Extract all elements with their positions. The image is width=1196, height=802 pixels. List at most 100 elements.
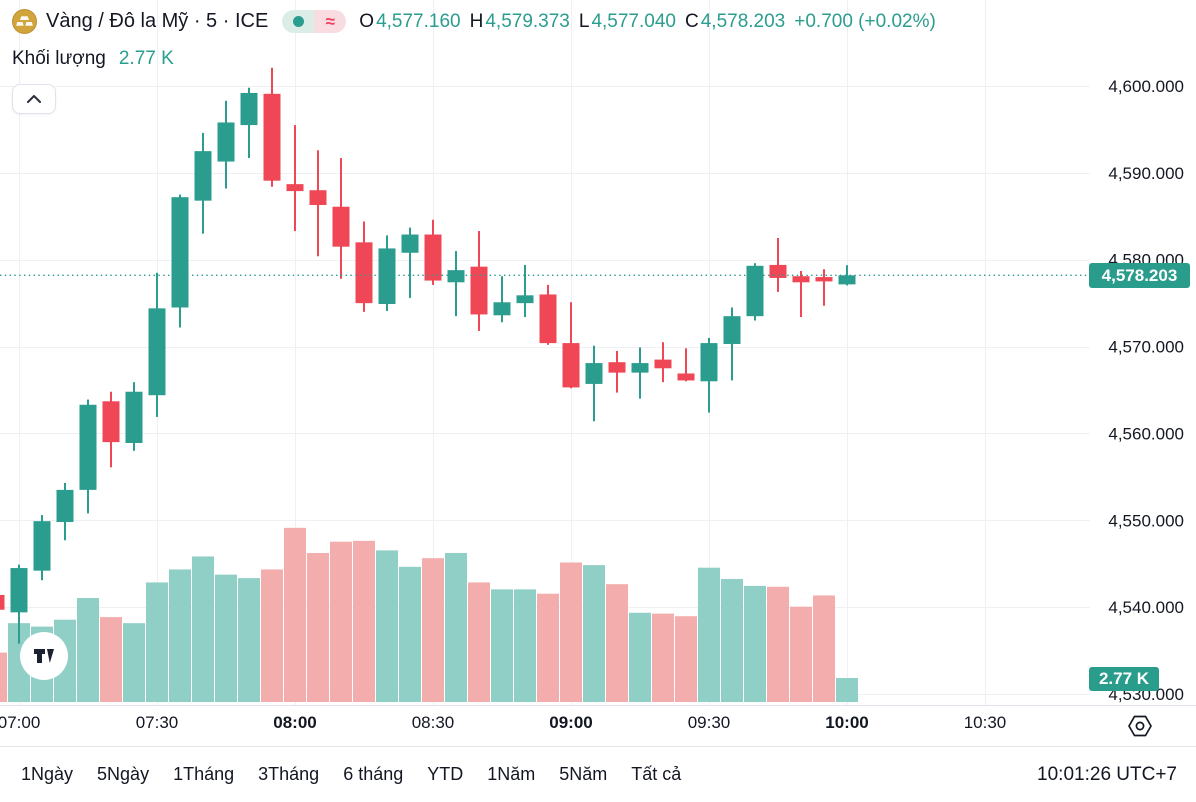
time-axis-label[interactable]: 10:30	[964, 713, 1007, 732]
candle-body	[792, 276, 810, 283]
symbol-legend: Vàng / Đô la Mỹ · 5 · ICE ≈ O 4,577.160 H 4…	[12, 9, 936, 34]
candle-body	[539, 294, 557, 344]
volume-bar	[261, 569, 283, 702]
candle-body	[723, 316, 741, 344]
volume-bar	[422, 558, 444, 702]
candle-body	[33, 521, 51, 571]
candle-body	[562, 343, 580, 388]
candle-body	[838, 275, 856, 285]
range-button-tất-cả[interactable]: Tất cả	[625, 760, 687, 789]
gold-symbol-icon	[12, 9, 37, 34]
volume-bar	[790, 606, 812, 702]
volume-bar	[767, 586, 789, 702]
candle-body	[516, 295, 534, 304]
price-axis-label[interactable]: 4,570.000	[1108, 338, 1184, 357]
candle-body	[378, 248, 396, 305]
candle-wick	[823, 269, 825, 306]
candle-body	[493, 302, 511, 316]
candle-body	[240, 92, 258, 126]
volume-bar	[583, 565, 605, 702]
candle-body	[171, 197, 189, 308]
range-button-ytd[interactable]: YTD	[421, 760, 469, 789]
volume-bar	[698, 567, 720, 702]
volume-bar	[652, 613, 674, 702]
price-axis-label[interactable]: 4,600.000	[1108, 77, 1184, 96]
candle-body	[401, 234, 419, 253]
volume-bar	[491, 589, 513, 702]
range-button-5năm[interactable]: 5Năm	[553, 760, 613, 789]
candle-body	[424, 234, 442, 281]
candle-wick	[501, 276, 503, 323]
volume-bar	[468, 582, 490, 702]
ohlc-letter: H	[469, 10, 484, 32]
candle-wick	[294, 125, 296, 232]
axis-settings-gear-icon[interactable]	[1126, 712, 1154, 740]
ohlc-values: O 4,577.160 H 4,579.373 L 4,577.040 C 4,578.203…	[359, 11, 936, 33]
ohlc-value: 4,578.203	[700, 10, 786, 32]
candle-body	[631, 363, 649, 373]
candle-body	[654, 359, 672, 369]
chart-canvas[interactable]: 4,600.0004,590.0004,580.0004,570.0004,56…	[0, 0, 1196, 745]
price-axis-label[interactable]: 4,560.000	[1108, 424, 1184, 443]
price-axis-label[interactable]: 4,540.000	[1108, 598, 1184, 617]
ohlc-letter: C	[684, 10, 699, 32]
volume-bar	[215, 574, 237, 702]
candle-body	[0, 594, 5, 610]
range-button-5ngày[interactable]: 5Ngày	[91, 760, 155, 789]
time-axis-label[interactable]: 07:30	[136, 713, 179, 732]
price-axis-label[interactable]: 4,550.000	[1108, 511, 1184, 530]
date-range-buttons: 1Ngày 5Ngày 1Tháng 3Tháng 6 tháng YTD 1Năm 5Năm…	[15, 760, 687, 789]
volume-bar	[721, 578, 743, 702]
candle-body	[10, 568, 28, 613]
candle-wick	[639, 347, 641, 399]
ohlc-letter: O	[359, 10, 375, 32]
ohlc-letter: L	[578, 10, 590, 32]
candle-body	[585, 363, 603, 384]
range-button-3tháng[interactable]: 3Tháng	[252, 760, 325, 789]
ohlc-value: 4,577.160	[376, 10, 461, 32]
volume-indicator-legend: Khối lượng 2.77 K	[12, 48, 174, 70]
volume-bar	[307, 552, 329, 702]
time-axis-label[interactable]: 09:00	[549, 713, 592, 732]
volume-bar	[0, 652, 7, 702]
time-axis-label[interactable]: 10:00	[825, 713, 868, 732]
candle-body	[355, 242, 373, 304]
ohlc-item-h: H 4,579.373	[470, 11, 570, 33]
candle-body	[470, 266, 488, 315]
time-axis-label[interactable]: 07:00	[0, 713, 40, 732]
tradingview-watermark	[20, 632, 68, 680]
range-button-1ngày[interactable]: 1Ngày	[15, 760, 79, 789]
range-button-1tháng[interactable]: 1Tháng	[167, 760, 240, 789]
candle-wick	[455, 251, 457, 317]
ohlc-value: 4,579.373	[485, 10, 570, 32]
collapse-legend-button[interactable]	[12, 84, 56, 114]
volume-bar	[606, 584, 628, 702]
volume-bar	[353, 540, 375, 702]
candle-wick	[800, 271, 802, 318]
volume-bar	[399, 566, 421, 702]
candle-body	[815, 277, 833, 282]
bottom-toolbar: 1Ngày 5Ngày 1Tháng 3Tháng 6 tháng YTD 1Năm 5Năm…	[0, 746, 1196, 802]
volume-bar	[192, 556, 214, 702]
market-open-dot-icon	[292, 16, 304, 27]
time-axis-label[interactable]: 08:00	[273, 713, 316, 732]
candle-wick	[524, 264, 526, 318]
volume-bar	[238, 578, 260, 702]
candle-body	[447, 270, 465, 283]
range-button-6-tháng[interactable]: 6 tháng	[337, 760, 409, 789]
chevron-up-icon	[27, 95, 41, 103]
volume-bar	[836, 678, 858, 702]
volume-bar	[514, 589, 536, 702]
volume-indicator-value: 2.77 K	[118, 48, 174, 69]
volume-indicator-label[interactable]: Khối lượng	[12, 48, 106, 69]
range-button-1năm[interactable]: 1Năm	[481, 760, 541, 789]
candle-body	[194, 151, 212, 201]
time-axis-label[interactable]: 08:30	[412, 713, 455, 732]
symbol-title[interactable]: Vàng / Đô la Mỹ · 5 · ICE	[46, 10, 269, 32]
time-axis-label[interactable]: 09:30	[688, 713, 731, 732]
market-status-pill[interactable]: ≈	[282, 10, 347, 33]
price-axis-label[interactable]: 4,590.000	[1108, 164, 1184, 183]
volume-bar	[675, 616, 697, 702]
candle-wick	[409, 227, 411, 298]
clock-utc[interactable]: 10:01:26 UTC+7	[1037, 763, 1177, 785]
